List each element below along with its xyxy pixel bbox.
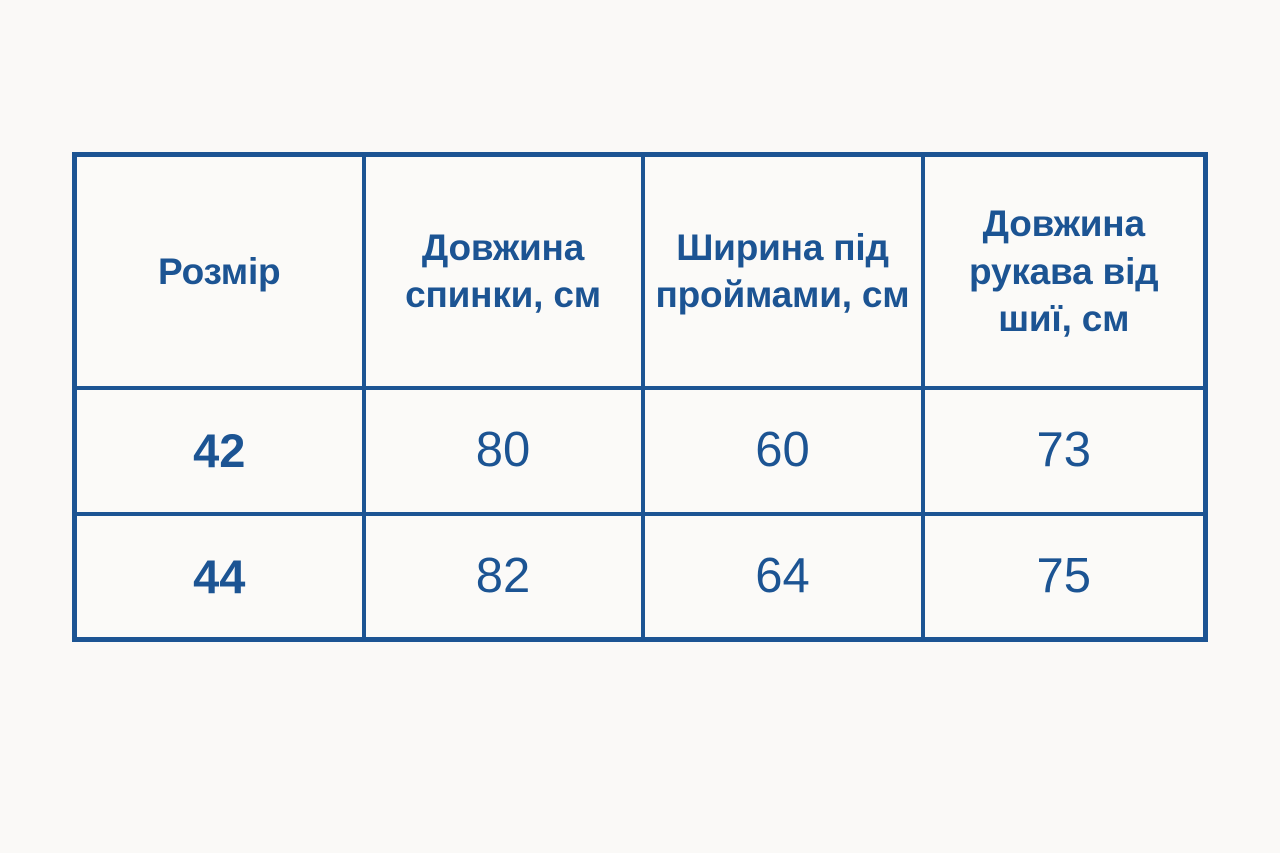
cell-back-length: 82	[361, 511, 645, 640]
cell-back-length: 80	[361, 385, 645, 516]
size-table: Розмір Довжина спинки, см Ширина під про…	[72, 152, 1208, 642]
table-header: Розмір Довжина спинки, см Ширина під про…	[72, 152, 1208, 390]
cell-sleeve-length: 75	[920, 511, 1208, 640]
table-body: 42 80 60 73 44 82 64 75	[72, 385, 1208, 640]
cell-size: 42	[72, 385, 366, 516]
size-table-container: Розмір Довжина спинки, см Ширина під про…	[72, 152, 1208, 642]
cell-sleeve-length: 73	[920, 385, 1208, 516]
table-header-row: Розмір Довжина спинки, см Ширина під про…	[72, 152, 1208, 390]
cell-underarm-width: 60	[640, 385, 925, 516]
cell-underarm-width: 64	[640, 511, 925, 640]
table-row: 42 80 60 73	[72, 385, 1208, 516]
cell-size: 44	[72, 511, 366, 640]
table-row: 44 82 64 75	[72, 511, 1208, 640]
column-header-size: Розмір	[72, 152, 366, 390]
column-header-underarm-width: Ширина під проймами, см	[640, 152, 925, 390]
column-header-back-length: Довжина спинки, см	[361, 152, 645, 390]
column-header-sleeve-length: Довжина рукава від шиї, см	[920, 152, 1208, 390]
